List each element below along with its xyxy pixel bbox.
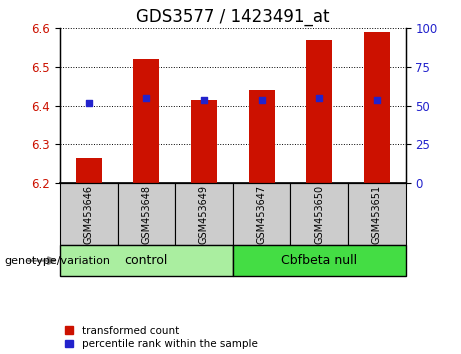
- Bar: [76, 158, 102, 183]
- Text: genotype/variation: genotype/variation: [5, 256, 111, 266]
- Text: GSM453651: GSM453651: [372, 184, 382, 244]
- Bar: [175, 183, 233, 245]
- Bar: [290, 183, 348, 245]
- Point: [200, 97, 207, 102]
- Text: GSM453647: GSM453647: [257, 184, 266, 244]
- Bar: [233, 183, 290, 245]
- Bar: [348, 183, 406, 245]
- Bar: [248, 90, 275, 183]
- Bar: [118, 183, 175, 245]
- Point: [142, 95, 150, 101]
- Bar: [191, 100, 217, 183]
- Point: [315, 95, 323, 101]
- Bar: [60, 183, 118, 245]
- Text: GSM453646: GSM453646: [84, 185, 94, 244]
- Text: control: control: [124, 254, 168, 267]
- Bar: [306, 40, 332, 183]
- Text: GSM453649: GSM453649: [199, 185, 209, 244]
- Text: GSM453650: GSM453650: [314, 184, 324, 244]
- Bar: [233, 245, 406, 276]
- Point: [373, 97, 381, 102]
- Point: [258, 97, 266, 102]
- Legend: transformed count, percentile rank within the sample: transformed count, percentile rank withi…: [65, 326, 258, 349]
- Point: [85, 100, 92, 105]
- Title: GDS3577 / 1423491_at: GDS3577 / 1423491_at: [136, 8, 330, 25]
- Text: GSM453648: GSM453648: [142, 185, 151, 244]
- Text: Cbfbeta null: Cbfbeta null: [281, 254, 357, 267]
- Bar: [364, 32, 390, 183]
- Bar: [60, 245, 233, 276]
- Bar: [133, 59, 160, 183]
